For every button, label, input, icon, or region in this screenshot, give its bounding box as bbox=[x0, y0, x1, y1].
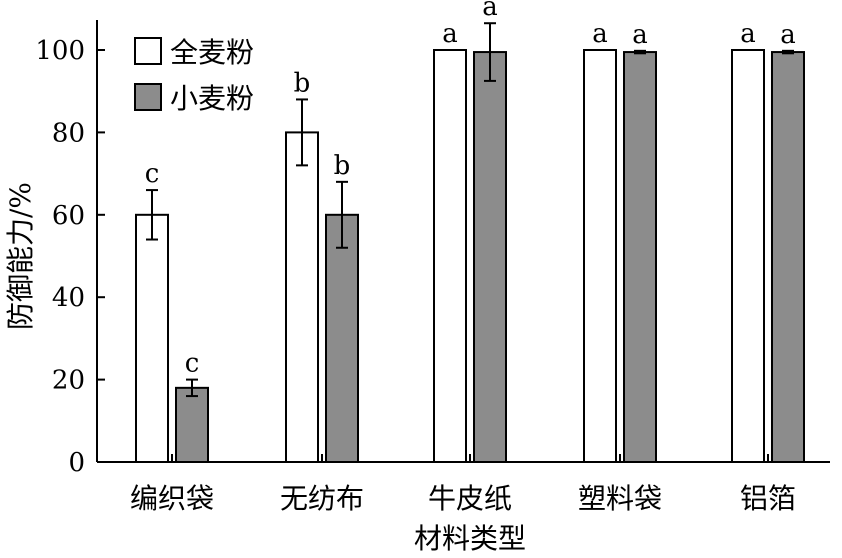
y-tick-label: 0 bbox=[68, 448, 85, 478]
bar bbox=[583, 49, 617, 463]
significance-letter: c bbox=[185, 349, 200, 379]
bar bbox=[473, 51, 507, 464]
bar bbox=[285, 131, 319, 463]
x-tick-label: 编织袋 bbox=[130, 482, 214, 515]
bar bbox=[175, 386, 209, 463]
significance-letter: a bbox=[442, 19, 458, 49]
x-axis-label: 材料类型 bbox=[414, 522, 526, 555]
significance-letter: a bbox=[482, 0, 498, 22]
significance-letter: a bbox=[592, 19, 608, 49]
bar bbox=[731, 49, 765, 463]
axes: 0 20 40 60 80 100 编织袋 无纺布 牛皮纸 塑料袋 铝箔 bbox=[35, 20, 830, 515]
significance-letter: a bbox=[780, 20, 796, 50]
bar bbox=[433, 49, 467, 463]
bar bbox=[623, 51, 657, 464]
significance-letter: a bbox=[632, 20, 648, 50]
bar bbox=[771, 51, 805, 464]
y-tick-label: 40 bbox=[52, 283, 85, 313]
bar bbox=[325, 213, 359, 463]
bar bbox=[135, 213, 169, 463]
y-tick-label: 100 bbox=[35, 36, 85, 66]
significance-letter: b bbox=[334, 151, 351, 181]
legend-swatch bbox=[134, 83, 162, 111]
significance-letter: a bbox=[740, 19, 756, 49]
y-tick-label: 20 bbox=[52, 366, 85, 396]
x-tick-label: 牛皮纸 bbox=[428, 482, 512, 515]
significance-letter: c bbox=[145, 159, 160, 189]
y-axis-label: 防御能力/% bbox=[4, 182, 37, 330]
y-tick-label: 60 bbox=[52, 201, 85, 231]
legend-label: 小麦粉 bbox=[170, 82, 254, 115]
legend-swatch bbox=[134, 37, 162, 65]
x-tick-label: 铝箔 bbox=[740, 482, 796, 515]
x-tick-label: 无纺布 bbox=[280, 482, 364, 515]
x-tick-label: 塑料袋 bbox=[578, 482, 662, 515]
y-tick-label: 80 bbox=[52, 118, 85, 148]
significance-letter: b bbox=[294, 68, 311, 98]
legend-label: 全麦粉 bbox=[170, 36, 254, 69]
